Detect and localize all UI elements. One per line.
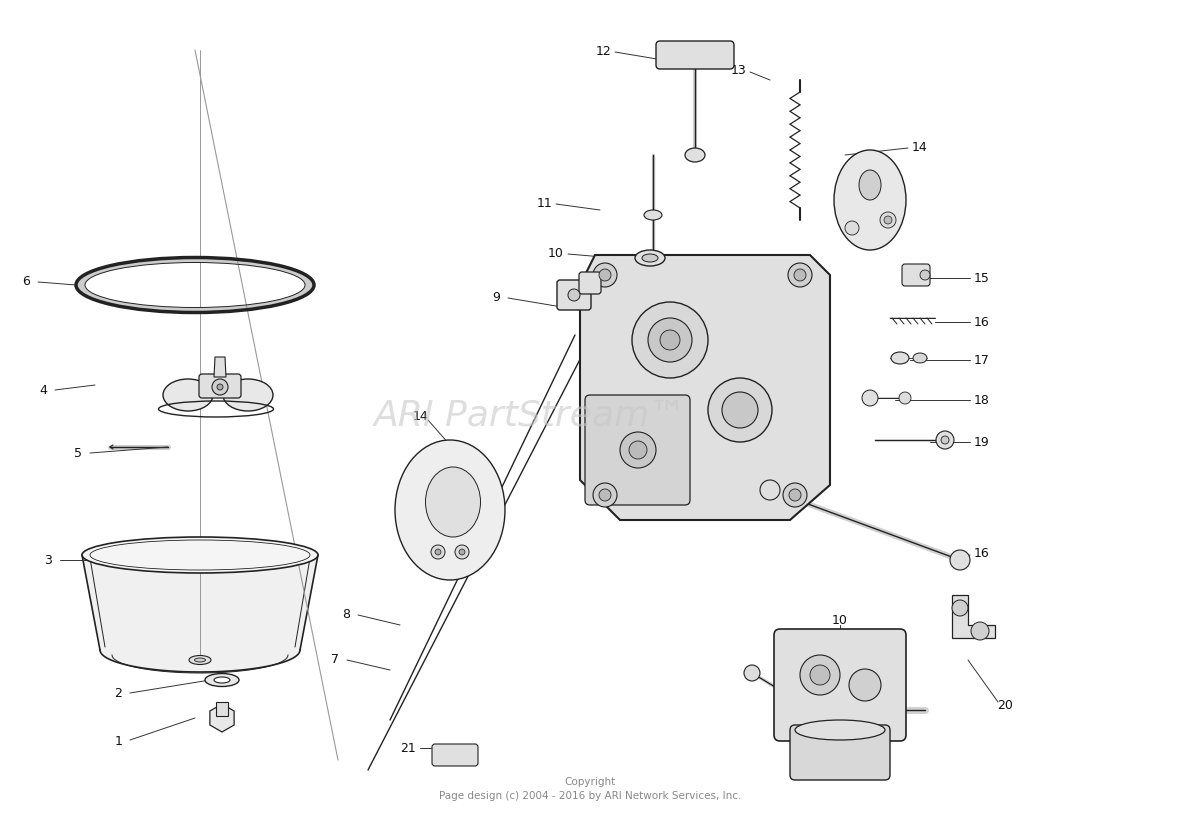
Ellipse shape (189, 655, 211, 664)
Circle shape (789, 489, 801, 501)
Circle shape (971, 622, 989, 640)
Ellipse shape (214, 677, 230, 683)
Text: 18: 18 (974, 394, 990, 407)
FancyBboxPatch shape (557, 280, 591, 310)
Circle shape (809, 665, 830, 685)
Circle shape (788, 263, 812, 287)
Circle shape (212, 379, 228, 395)
Circle shape (884, 216, 892, 224)
Ellipse shape (81, 537, 317, 573)
Ellipse shape (195, 658, 205, 662)
Circle shape (936, 431, 953, 449)
Text: 14: 14 (412, 410, 428, 423)
Circle shape (722, 392, 758, 428)
Circle shape (217, 384, 223, 390)
Text: 16: 16 (974, 547, 989, 560)
Text: 2: 2 (114, 687, 122, 700)
Text: 10: 10 (548, 248, 564, 260)
Circle shape (899, 392, 911, 404)
Ellipse shape (205, 673, 240, 686)
Ellipse shape (163, 379, 214, 411)
Circle shape (435, 549, 441, 555)
Circle shape (632, 302, 708, 378)
Circle shape (459, 549, 465, 555)
FancyBboxPatch shape (199, 374, 241, 398)
Ellipse shape (834, 150, 906, 250)
Circle shape (952, 600, 968, 616)
Text: ARI PartStream™: ARI PartStream™ (374, 398, 687, 432)
FancyBboxPatch shape (774, 629, 906, 741)
Circle shape (848, 669, 881, 701)
Text: 20: 20 (997, 699, 1012, 712)
Circle shape (708, 378, 772, 442)
Circle shape (594, 263, 617, 287)
Text: 5: 5 (74, 447, 83, 460)
Circle shape (760, 480, 780, 500)
Text: 14: 14 (912, 141, 927, 154)
Polygon shape (81, 555, 317, 672)
Circle shape (594, 483, 617, 507)
Ellipse shape (635, 250, 666, 266)
Circle shape (880, 212, 896, 228)
Circle shape (431, 545, 445, 559)
Text: 11: 11 (536, 197, 552, 210)
Circle shape (568, 289, 581, 301)
Polygon shape (952, 595, 995, 638)
Text: 17: 17 (974, 354, 990, 367)
Circle shape (800, 655, 840, 695)
Text: 10: 10 (832, 614, 848, 627)
FancyBboxPatch shape (789, 725, 890, 780)
FancyBboxPatch shape (902, 264, 930, 286)
Ellipse shape (644, 210, 662, 220)
Ellipse shape (642, 254, 658, 262)
Polygon shape (216, 702, 228, 716)
Ellipse shape (395, 440, 505, 580)
Circle shape (794, 269, 806, 281)
Circle shape (599, 269, 611, 281)
Ellipse shape (795, 720, 885, 740)
Circle shape (920, 270, 930, 280)
Text: 15: 15 (974, 271, 990, 284)
Circle shape (940, 436, 949, 444)
Text: 13: 13 (730, 64, 747, 77)
Ellipse shape (913, 353, 927, 363)
Text: 9: 9 (492, 291, 500, 304)
Polygon shape (581, 255, 830, 520)
Circle shape (648, 318, 691, 362)
Circle shape (660, 330, 680, 350)
Ellipse shape (426, 467, 480, 537)
Text: 16: 16 (975, 315, 990, 328)
Ellipse shape (891, 352, 909, 364)
Circle shape (950, 550, 970, 570)
Text: 21: 21 (400, 742, 415, 755)
Circle shape (455, 545, 468, 559)
Ellipse shape (859, 170, 881, 200)
Circle shape (863, 390, 878, 406)
Polygon shape (210, 704, 234, 732)
Circle shape (620, 432, 656, 468)
Text: Copyright: Copyright (564, 777, 616, 787)
FancyBboxPatch shape (585, 395, 690, 505)
Text: Page design (c) 2004 - 2016 by ARI Network Services, Inc.: Page design (c) 2004 - 2016 by ARI Netwo… (439, 791, 741, 801)
Ellipse shape (223, 379, 273, 411)
Text: 1: 1 (114, 734, 123, 748)
Circle shape (845, 221, 859, 235)
Text: 6: 6 (22, 275, 30, 288)
FancyBboxPatch shape (579, 272, 601, 294)
Polygon shape (76, 257, 314, 312)
FancyBboxPatch shape (432, 744, 478, 766)
FancyBboxPatch shape (656, 41, 734, 69)
Text: 3: 3 (44, 553, 52, 566)
Circle shape (629, 441, 647, 459)
Text: 19: 19 (975, 435, 990, 449)
Text: 12: 12 (595, 45, 611, 58)
Circle shape (784, 483, 807, 507)
Text: 7: 7 (332, 653, 340, 666)
Ellipse shape (686, 148, 704, 162)
Text: 4: 4 (39, 384, 47, 397)
Circle shape (599, 489, 611, 501)
Polygon shape (214, 357, 227, 377)
Circle shape (745, 665, 760, 681)
Text: 8: 8 (342, 608, 350, 621)
